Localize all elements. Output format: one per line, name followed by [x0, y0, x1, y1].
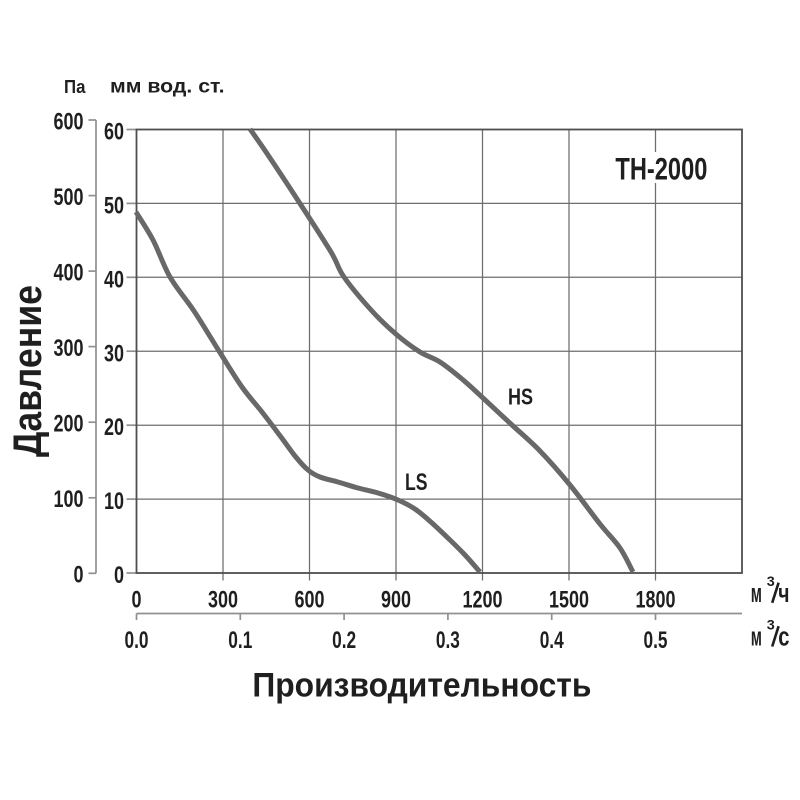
svg-text:50: 50 — [104, 192, 124, 219]
svg-text:HS: HS — [508, 384, 533, 410]
svg-text:200: 200 — [54, 411, 84, 438]
svg-text:1200: 1200 — [463, 587, 503, 614]
svg-text:600: 600 — [54, 108, 84, 135]
svg-text:40: 40 — [104, 266, 124, 293]
svg-text:30: 30 — [104, 340, 124, 367]
svg-text:0.3: 0.3 — [436, 627, 460, 654]
svg-text:0.2: 0.2 — [332, 627, 356, 654]
svg-text:ч: ч — [778, 580, 789, 608]
svg-text:Па: Па — [64, 77, 86, 97]
svg-text:500: 500 — [54, 184, 84, 211]
svg-text:1500: 1500 — [549, 587, 589, 614]
svg-text:0.0: 0.0 — [125, 627, 149, 654]
svg-text:300: 300 — [208, 587, 238, 614]
svg-text:0.1: 0.1 — [228, 627, 252, 654]
svg-text:0.4: 0.4 — [540, 627, 564, 654]
svg-text:600: 600 — [295, 587, 325, 614]
svg-text:0: 0 — [132, 587, 142, 614]
svg-text:400: 400 — [54, 259, 84, 286]
svg-text:0: 0 — [74, 562, 84, 589]
svg-text:0.5: 0.5 — [644, 627, 668, 654]
svg-text:300: 300 — [54, 335, 84, 362]
svg-text:TH-2000: TH-2000 — [615, 151, 707, 187]
svg-text:3: 3 — [767, 616, 775, 632]
svg-text:900: 900 — [381, 587, 411, 614]
svg-text:100: 100 — [54, 486, 84, 513]
svg-text:с: с — [778, 624, 789, 652]
svg-text:Давление: Давление — [6, 285, 50, 457]
svg-text:Производительность: Производительность — [252, 667, 591, 705]
svg-text:м: м — [751, 624, 762, 652]
svg-text:3: 3 — [767, 573, 775, 589]
svg-text:10: 10 — [104, 488, 124, 515]
svg-text:LS: LS — [405, 469, 428, 496]
svg-text:мм вод. ст.: мм вод. ст. — [110, 76, 225, 98]
svg-text:60: 60 — [104, 119, 124, 146]
svg-text:м: м — [751, 580, 762, 608]
svg-text:0: 0 — [114, 562, 124, 589]
svg-text:1800: 1800 — [636, 587, 676, 614]
svg-text:20: 20 — [104, 414, 124, 441]
